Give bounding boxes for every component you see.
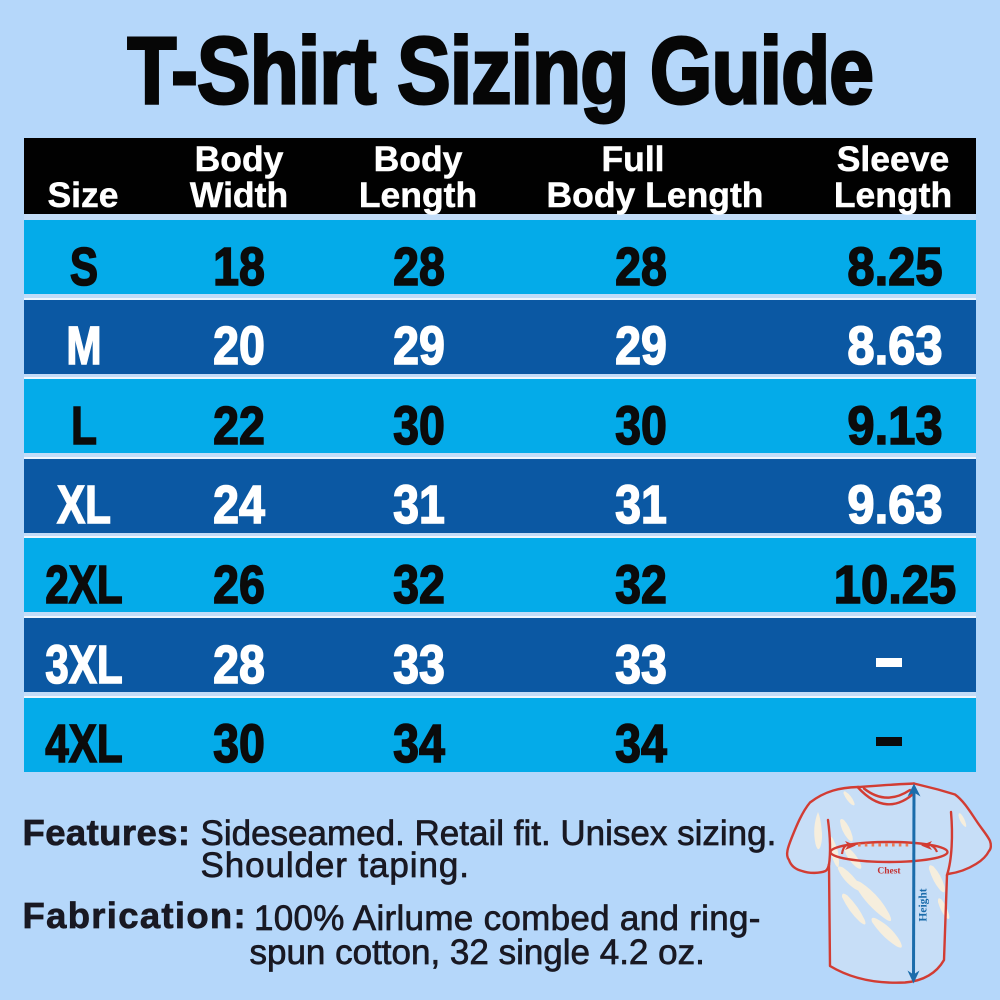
svg-text:Chest: Chest: [877, 867, 901, 877]
svg-text:Height: Height: [918, 888, 930, 921]
